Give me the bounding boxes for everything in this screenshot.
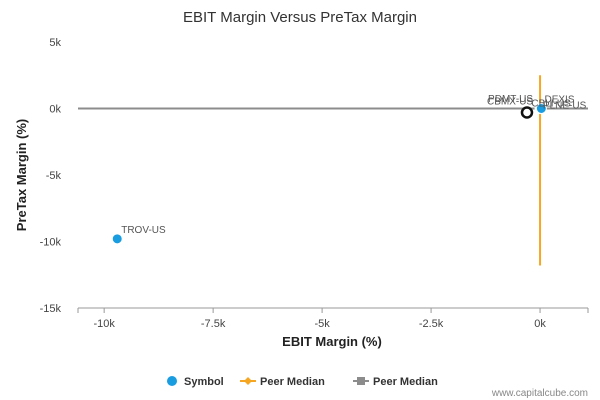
point-label: DEXIS [544, 94, 574, 105]
point-label: TROV-US [121, 225, 166, 236]
legend-label: Peer Median [260, 376, 325, 388]
x-tick-label: -7.5k [201, 318, 226, 330]
data-point-highlighted [520, 106, 534, 119]
x-tick-label: -5k [314, 318, 330, 330]
x-axis-title: EBIT Margin (%) [282, 334, 382, 349]
point-label: PLNE-US [543, 101, 587, 112]
legend-label: Symbol [184, 376, 224, 388]
data-point [535, 103, 547, 114]
legend-label: Peer Median [373, 376, 438, 388]
y-axis-title: PreTax Margin (%) [14, 119, 29, 231]
chart-title: EBIT Margin Versus PreTax Margin [183, 9, 417, 26]
y-tick-label: -10k [40, 237, 62, 249]
x-tick-label: -10k [93, 318, 115, 330]
y-tick-label: 0k [49, 104, 61, 116]
data-points [111, 102, 547, 245]
y-tick-label: -15k [40, 303, 62, 315]
point-label: PDMT-US [488, 94, 533, 105]
y-tick-label: 5k [49, 37, 61, 49]
legend: Symbol Peer Median Peer Median [167, 376, 438, 388]
x-tick-label: 0k [534, 318, 546, 330]
data-point [111, 233, 123, 245]
credit-text: www.capitalcube.com [491, 388, 588, 399]
point-label: CBMX-US [487, 96, 533, 107]
x-axis-ticks: -10k -7.5k -5k -2.5k 0k [77, 308, 589, 330]
legend-peer-median-x-marker [244, 377, 252, 385]
x-tick-label: -2.5k [419, 318, 444, 330]
point-label: CBLI-US [531, 99, 571, 110]
legend-symbol-marker [167, 376, 177, 386]
legend-peer-median-y-marker [357, 377, 365, 385]
y-tick-label: -5k [46, 170, 62, 182]
y-axis-ticks: 5k 0k -5k -10k -15k [40, 37, 62, 315]
